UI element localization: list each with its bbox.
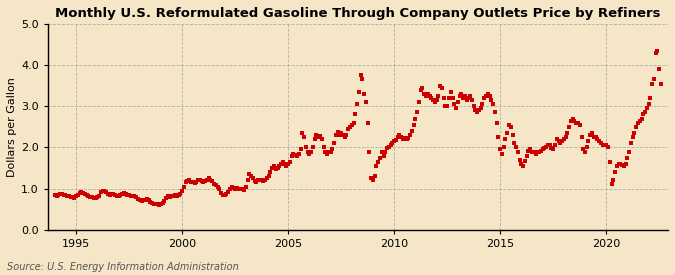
Title: Monthly U.S. Reformulated Gasoline Through Company Outlets Price by Refiners: Monthly U.S. Reformulated Gasoline Throu… xyxy=(55,7,661,20)
Text: Source: U.S. Energy Information Administration: Source: U.S. Energy Information Administ… xyxy=(7,262,238,272)
Y-axis label: Dollars per Gallon: Dollars per Gallon xyxy=(7,77,17,177)
